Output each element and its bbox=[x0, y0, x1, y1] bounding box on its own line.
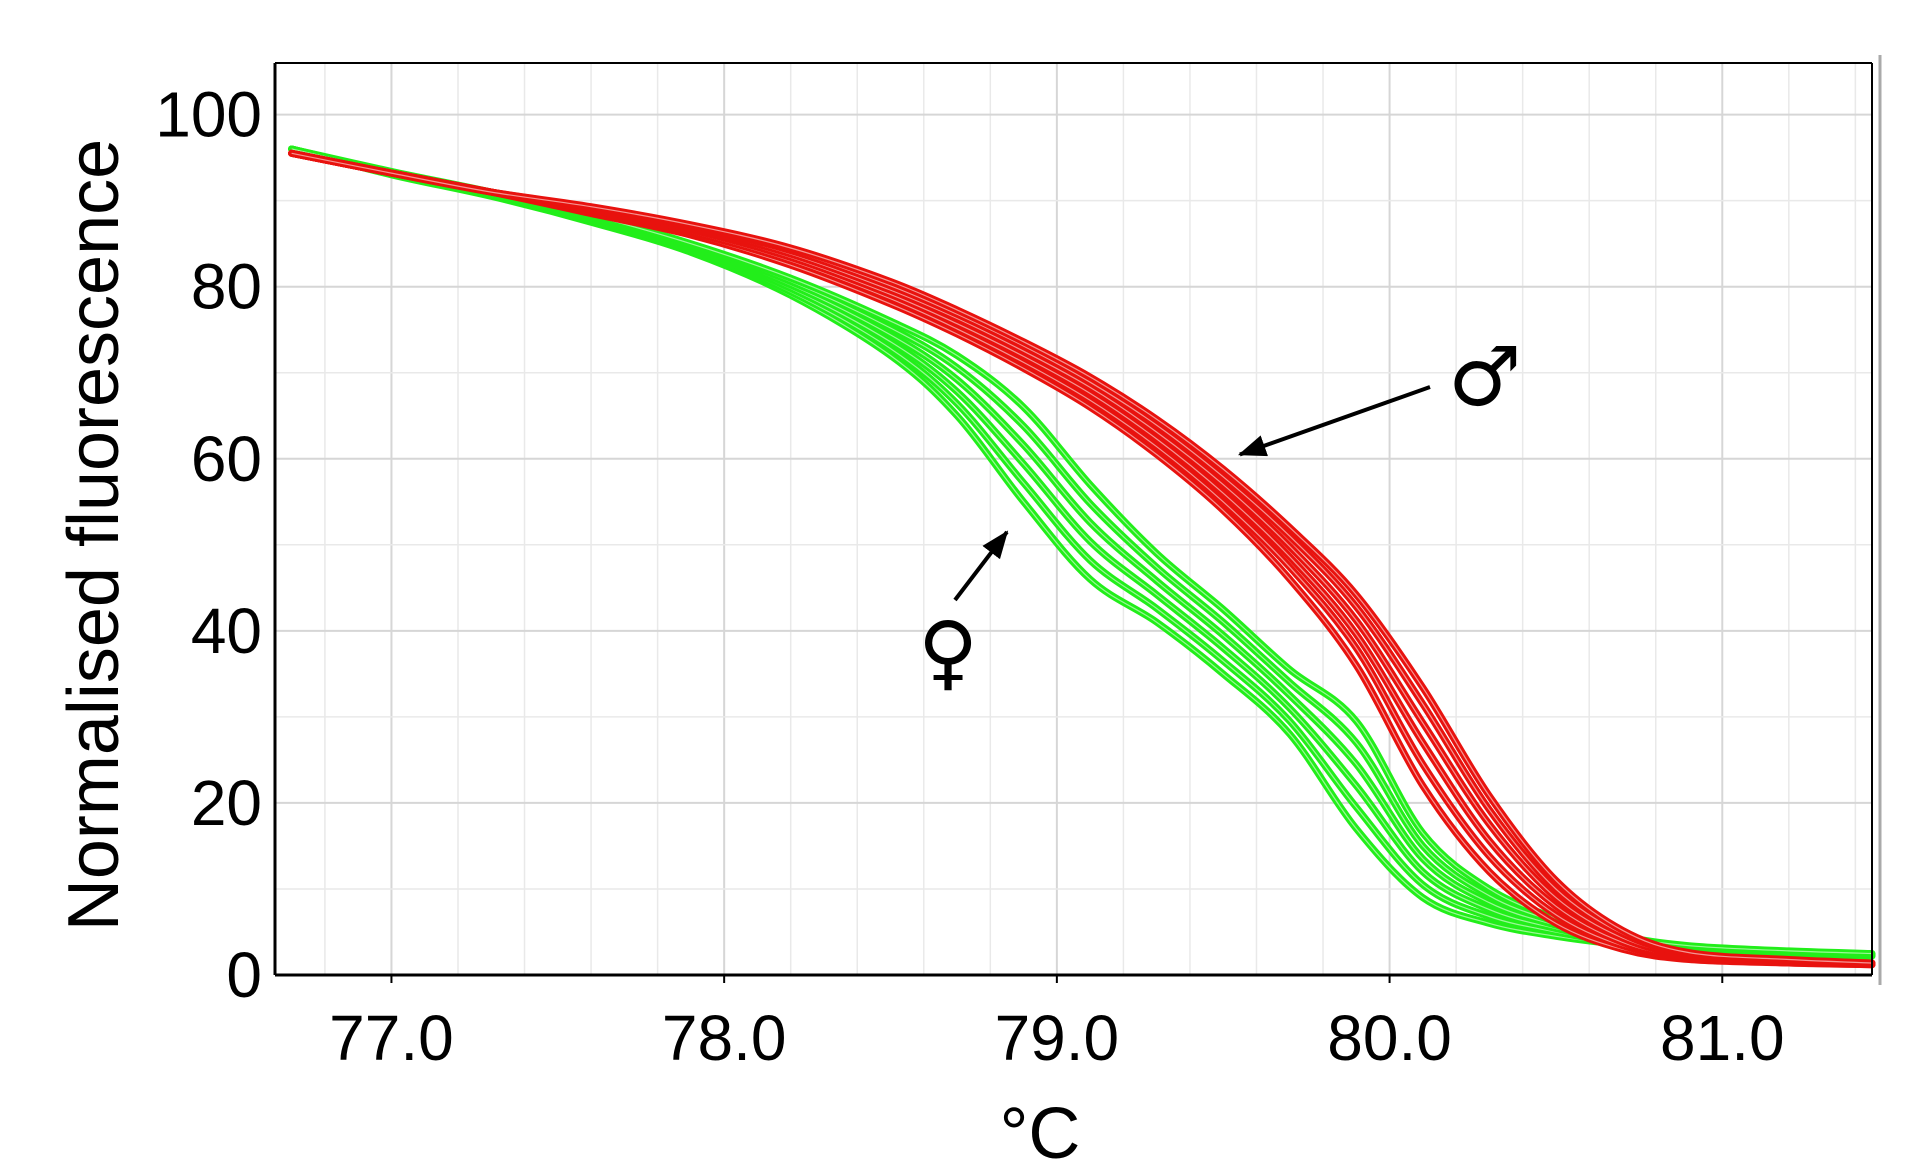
y-tick-label: 100 bbox=[155, 79, 262, 151]
x-axis-label: °C bbox=[1000, 1094, 1081, 1174]
melt-curve-highlight bbox=[291, 152, 1873, 964]
y-tick-label: 0 bbox=[226, 939, 262, 1011]
y-tick-label: 40 bbox=[191, 595, 262, 667]
x-tick-label: 78.0 bbox=[662, 1002, 787, 1074]
male-symbol: ♂ bbox=[1448, 330, 1522, 425]
curves bbox=[288, 145, 1876, 969]
female-arrow bbox=[953, 530, 1009, 602]
male-arrow bbox=[1237, 385, 1431, 457]
female-symbol: ♀ bbox=[918, 605, 978, 700]
x-tick-label: 77.0 bbox=[329, 1002, 454, 1074]
x-tick-label: 79.0 bbox=[995, 1002, 1120, 1074]
y-tick-label: 20 bbox=[191, 767, 262, 839]
grid bbox=[275, 63, 1872, 975]
y-tick-label: 80 bbox=[191, 251, 262, 323]
y-axis-label: Normalised fluorescence bbox=[54, 139, 134, 931]
annotations: ♂♀ bbox=[918, 330, 1522, 700]
x-tick-label: 81.0 bbox=[1660, 1002, 1785, 1074]
tick-labels: 77.0 78.0 79.0 80.0 81.0 0 20 40 60 80 100 bbox=[155, 79, 1784, 1074]
y-tick-label: 60 bbox=[191, 423, 262, 495]
x-tick-label: 80.0 bbox=[1327, 1002, 1452, 1074]
